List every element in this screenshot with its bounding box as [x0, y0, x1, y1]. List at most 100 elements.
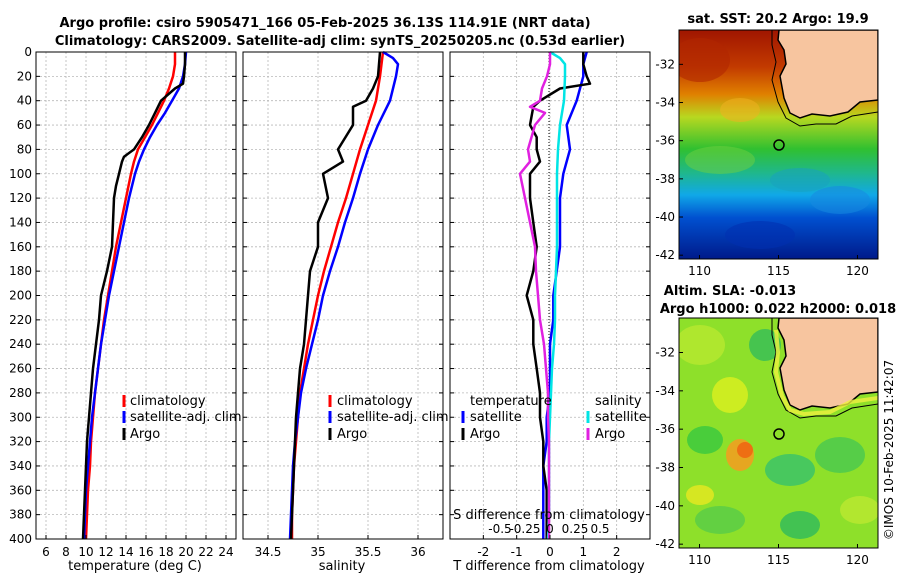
sst-map-xtick-label: 115 [767, 264, 790, 278]
temperature-ticks: 0 20 40 60 80 100 120 140 160 180 200 220 240 260 280 3… [9, 45, 236, 559]
temperature-ytick-label: 200 [9, 289, 32, 303]
difference-top-xlabel: S difference from climatology [453, 508, 645, 523]
figure-title-line2: Climatology: CARS2009. Satellite-adj cli… [55, 34, 625, 49]
temperature-grid [36, 51, 236, 540]
sst-map-ytick-label: -38 [655, 172, 675, 186]
difference-legend-s-argo: Argo [595, 427, 625, 442]
temperature-ytick-label: 0 [24, 45, 32, 59]
temperature-xtick-label: 8 [62, 545, 70, 559]
salinity-grid [243, 51, 443, 540]
sla-map-ytick-label: -38 [655, 461, 675, 475]
temperature-legend-climatology: climatology [130, 394, 206, 409]
temperature-xlabel: temperature (deg C) [68, 559, 202, 574]
sst-argo-marker [773, 139, 785, 151]
temperature-ytick-label: 40 [17, 94, 32, 108]
temperature-ytick-label: 160 [9, 240, 32, 254]
difference-lines [518, 50, 592, 540]
sla-argo-marker [773, 428, 785, 440]
difference-ticks: -2 -1 0 1 2 -0.5-0.25 0 0.25 0.5 [450, 51, 650, 559]
temperature-xtick-label: 16 [138, 545, 153, 559]
sla-bathymetry-contour [771, 318, 878, 419]
salinity-legend-satellite: satellite-adj. clim [337, 410, 449, 425]
sla-map-title-line2: Argo h1000: 0.022 h2000: 0.018 [660, 302, 896, 317]
temperature-xtick-label: 12 [98, 545, 113, 559]
difference-legend: temperature satellite Argo salinity sate… [461, 394, 647, 442]
temperature-ytick-label: 120 [9, 191, 32, 205]
salinity-legend: climatology satellite-adj. clim Argo [328, 394, 449, 442]
difference-legend-temperature-header: temperature [470, 394, 552, 409]
difference-top-xtick-label: 0 [546, 522, 554, 536]
temperature-legend: climatology satellite-adj. clim Argo [122, 394, 242, 442]
sla-map-ytick-label: -34 [655, 384, 675, 398]
sst-bathymetry-contour [771, 30, 878, 127]
temperature-legend-satellite: satellite-adj. clim [130, 410, 242, 425]
temperature-ytick-label: 300 [9, 410, 32, 424]
sla-map-xtick-label: 110 [688, 553, 711, 567]
sst-map-xtick-label: 120 [846, 264, 869, 278]
difference-legend-t-satellite: satellite [470, 410, 522, 425]
sla-coastal-band [773, 329, 878, 417]
difference-xlabel: T difference from climatology [452, 559, 645, 574]
sst-map-ytick-label: -42 [655, 248, 675, 262]
salinity-ticks: 34.5 35 35.5 36 [243, 51, 443, 559]
temperature-ytick-label: 140 [9, 215, 32, 229]
sla-map-title-line1: Altim. SLA: -0.013 [664, 284, 796, 299]
sst-map-xtick-label: 110 [688, 264, 711, 278]
temperature-ytick-label: 360 [9, 483, 32, 497]
salinity-xtick-label: 34.5 [255, 545, 282, 559]
temperature-xtick-label: 22 [198, 545, 213, 559]
sst-map-ytick-label: -34 [655, 96, 675, 110]
temperature-ytick-label: 20 [17, 69, 32, 83]
salinity-legend-climatology: climatology [337, 394, 413, 409]
difference-legend-s-satellite: satellite [595, 410, 647, 425]
temperature-ytick-label: 380 [9, 508, 32, 522]
temperature-ytick-label: 400 [9, 532, 32, 546]
difference-top-xtick-label: -0.5 [488, 522, 511, 536]
salinity-lines [288, 50, 400, 540]
sla-map-xtick-label: 115 [767, 553, 790, 567]
salinity-xtick-label: 35.5 [355, 545, 382, 559]
difference-top-xtick-label: 0.25 [562, 522, 589, 536]
temperature-ytick-label: 80 [17, 142, 32, 156]
temperature-xtick-label: 10 [78, 545, 93, 559]
temperature-xtick-label: 18 [158, 545, 173, 559]
imos-credit: ©IMOS 10-Feb-2025 11:42:07 [882, 360, 896, 540]
difference-xtick-label: 1 [580, 545, 588, 559]
salinity-line-argo [289, 51, 382, 540]
temperature-ytick-label: 180 [9, 264, 32, 278]
sla-map-panel: Altim. SLA: -0.013 Argo h1000: 0.022 h20… [655, 284, 896, 567]
temperature-ytick-label: 260 [9, 362, 32, 376]
difference-xtick-label: 2 [613, 545, 621, 559]
temperature-ytick-label: 280 [9, 386, 32, 400]
temperature-xtick-label: 6 [42, 545, 50, 559]
salinity-panel: 34.5 35 35.5 36 salinity climatology satell… [242, 50, 449, 574]
temperature-legend-argo: Argo [130, 427, 160, 442]
temperature-xtick-label: 14 [118, 545, 133, 559]
temperature-lines [81, 51, 188, 540]
temperature-xtick-label: 24 [218, 545, 233, 559]
sst-map-ytick-label: -40 [655, 210, 675, 224]
difference-panel: -2 -1 0 1 2 -0.5-0.25 0 0.25 0.5 S difference fr… [449, 50, 651, 574]
salinity-xtick-label: 35 [310, 545, 325, 559]
difference-legend-salinity-header: salinity [595, 394, 642, 409]
salinity-xtick-label: 36 [410, 545, 425, 559]
difference-legend-t-argo: Argo [470, 427, 500, 442]
sla-map-ytick-label: -36 [655, 422, 675, 436]
temperature-line-satellite-adj-clim [82, 51, 188, 540]
temperature-ytick-label: 220 [9, 313, 32, 327]
sla-map-xtick-label: 120 [846, 553, 869, 567]
sst-land [777, 30, 878, 119]
salinity-axes-box [242, 51, 444, 540]
temperature-ytick-label: 100 [9, 167, 32, 181]
temperature-xtick-label: 20 [178, 545, 193, 559]
sst-map-title: sat. SST: 20.2 Argo: 19.9 [687, 12, 868, 27]
sla-map-ytick-label: -32 [655, 346, 675, 360]
difference-top-xtick-label: -0.25 [509, 522, 540, 536]
salinity-legend-argo: Argo [337, 427, 367, 442]
difference-top-xtick-label: 0.5 [590, 522, 609, 536]
sla-map-ytick-label: -42 [655, 537, 675, 551]
difference-xtick-label: -1 [511, 545, 523, 559]
difference-axes-box [449, 51, 651, 540]
salinity-xlabel: salinity [319, 559, 366, 574]
